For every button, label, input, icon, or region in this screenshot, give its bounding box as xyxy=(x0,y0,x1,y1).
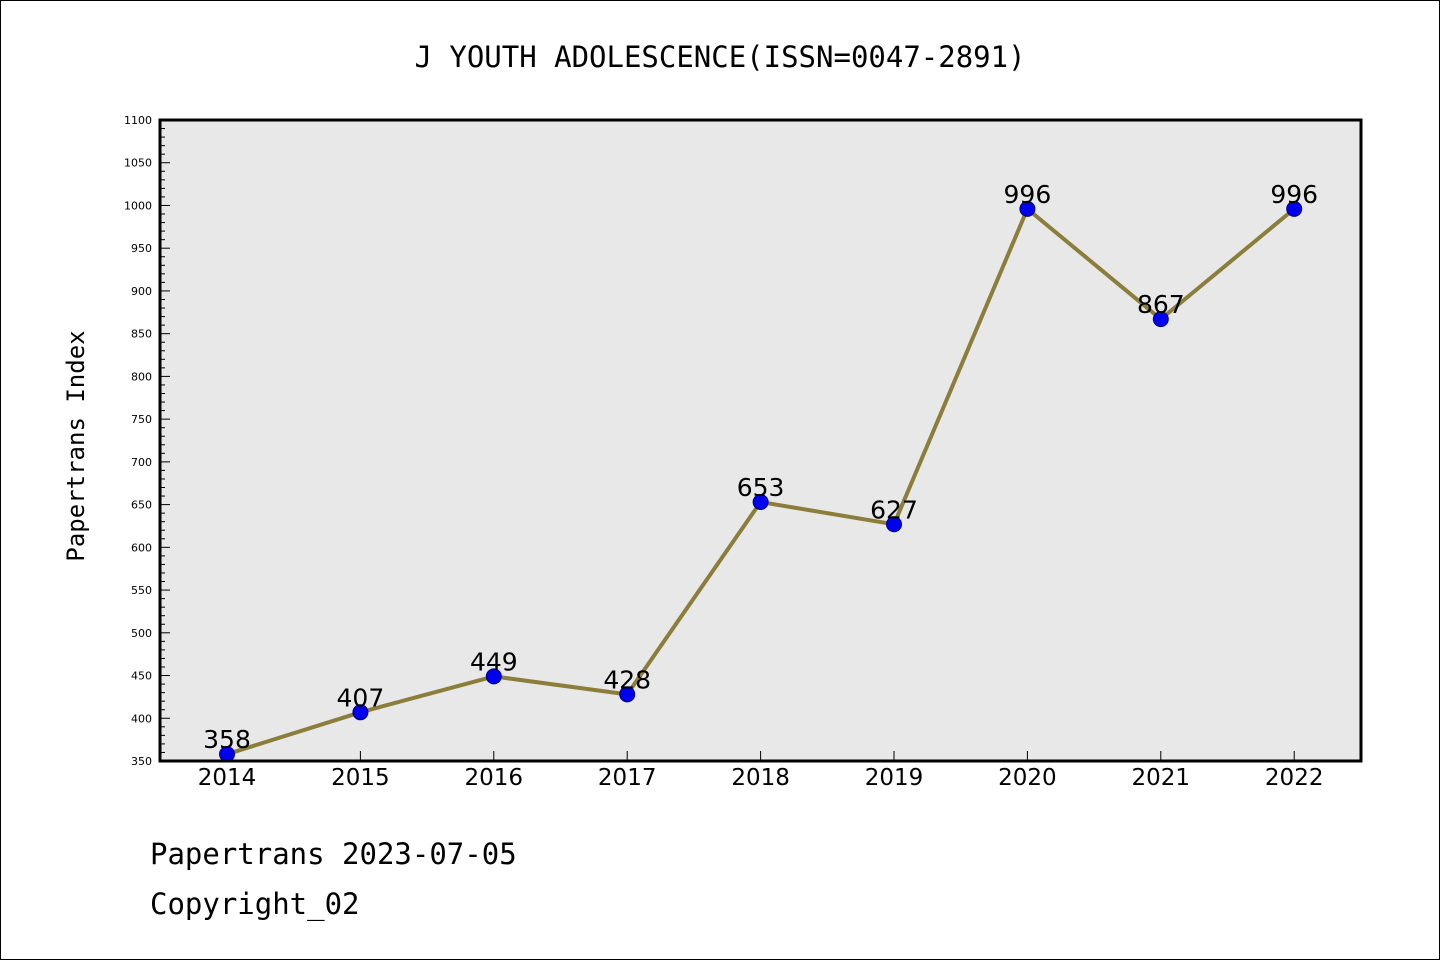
data-label: 627 xyxy=(870,495,918,524)
y-tick-label: 1100 xyxy=(124,114,152,127)
footer-date: Papertrans 2023-07-05 xyxy=(150,837,517,871)
y-tick-label: 900 xyxy=(131,285,152,298)
x-tick-label: 2015 xyxy=(331,765,390,791)
data-point xyxy=(886,516,902,533)
data-point xyxy=(352,704,369,721)
y-tick-label: 800 xyxy=(131,370,152,383)
data-label: 428 xyxy=(603,665,651,694)
y-tick-label: 350 xyxy=(131,755,152,768)
y-tick-label: 400 xyxy=(131,712,152,725)
data-label: 653 xyxy=(737,473,785,502)
x-tick-label: 2017 xyxy=(598,765,657,791)
x-tick-label: 2019 xyxy=(865,765,924,791)
data-labels: 358 407 449 428 653 627 996 867 996 xyxy=(203,180,1318,754)
plot-border xyxy=(158,118,1363,763)
x-tick-label: 2018 xyxy=(731,765,790,791)
y-tick-label: 1050 xyxy=(124,157,152,170)
x-axis-ticks: 2014 2015 2016 2017 2018 2019 2020 2021 2022 xyxy=(198,751,1324,791)
y-axis-label: Papertrans Index xyxy=(62,330,90,561)
data-label: 867 xyxy=(1137,290,1185,319)
data-point xyxy=(1152,311,1169,328)
chart-title: J YOUTH ADOLESCENCE(ISSN=0047-2891) xyxy=(414,40,1025,74)
y-tick-label: 850 xyxy=(131,328,152,341)
x-tick-label: 2014 xyxy=(198,765,257,791)
data-point xyxy=(752,494,769,511)
y-tick-label: 450 xyxy=(131,670,152,683)
y-tick-label: 550 xyxy=(131,584,152,597)
data-point xyxy=(619,686,636,703)
data-point xyxy=(1019,200,1036,217)
data-point xyxy=(1286,200,1303,217)
y-tick-label: 700 xyxy=(131,456,152,469)
y-axis-ticks: 350 400 450 500 550 600 650 700 750 800 850 900 950 1… xyxy=(124,114,152,768)
x-tick-label: 2021 xyxy=(1132,765,1191,791)
footer-copyright: Copyright_02 xyxy=(150,887,360,922)
y-tick-label: 950 xyxy=(131,242,152,255)
x-tick-label: 2022 xyxy=(1265,765,1324,791)
x-tick-label: 2016 xyxy=(465,765,524,791)
data-label: 996 xyxy=(1004,180,1052,209)
y-tick-label: 600 xyxy=(131,541,152,554)
data-point xyxy=(485,668,502,685)
series-markers xyxy=(219,200,1303,763)
y-tick-label: 500 xyxy=(131,627,152,640)
data-label: 449 xyxy=(470,647,518,676)
y-tick-label: 750 xyxy=(131,413,152,426)
plot-area xyxy=(160,120,1361,761)
x-tick-label: 2020 xyxy=(998,765,1057,791)
y-tick-label: 650 xyxy=(131,499,152,512)
data-label: 407 xyxy=(337,683,385,712)
data-label: 996 xyxy=(1270,180,1318,209)
y-tick-label: 1000 xyxy=(124,199,152,212)
data-label: 358 xyxy=(203,725,251,754)
